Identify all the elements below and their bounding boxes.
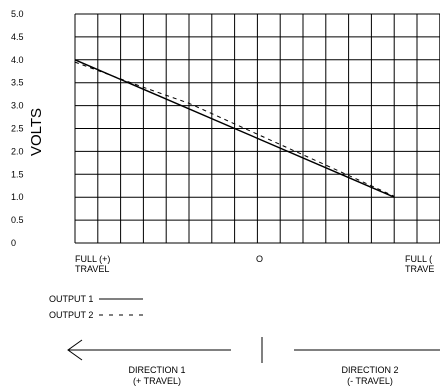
y-tick-label: 0.5 [11, 215, 24, 225]
y-tick-labels: 5.0 4.5 4.0 3.5 3.0 2.5 2.0 1.5 1.0 0.5 0 [11, 9, 24, 248]
chart-series [74, 59, 395, 198]
y-tick-label: 4.5 [11, 32, 24, 42]
x-tick-labels: FULL (+)TRAVEL O FULL (TRAVE [75, 254, 434, 274]
direction-1-label: DIRECTION 1 [128, 365, 185, 375]
arrow-left-icon [67, 339, 83, 361]
y-tick-label: 2.0 [11, 146, 24, 156]
y-tick-label: 2.5 [11, 124, 24, 134]
y-tick-label: 1.5 [11, 169, 24, 179]
direction-1-sublabel: (+ TRAVEL) [133, 376, 181, 386]
x-tick-label: FULL (+) [75, 254, 110, 264]
direction-2-sublabel: (- TRAVEL) [347, 376, 393, 386]
x-tick-label: O [256, 254, 263, 264]
x-tick-label: TRAVE [405, 264, 434, 274]
chart-grid [74, 13, 440, 244]
y-tick-label: 4.0 [11, 55, 24, 65]
y-tick-label: 3.0 [11, 101, 24, 111]
y-axis-label: VOLTS [28, 108, 45, 156]
series-line-1 [74, 59, 395, 198]
direction-2-label: DIRECTION 2 [341, 365, 398, 375]
y-tick-label: 1.0 [11, 192, 24, 202]
y-tick-label: 0 [11, 238, 16, 248]
legend-label-output-2: OUTPUT 2 [49, 310, 93, 320]
y-tick-label: 3.5 [11, 78, 24, 88]
series-line-2 [74, 61, 395, 197]
x-tick-label: FULL ( [405, 254, 432, 264]
legend-label-output-1: OUTPUT 1 [49, 294, 93, 304]
direction-indicators: DIRECTION 1 (+ TRAVEL) DIRECTION 2 (- TR… [67, 337, 440, 386]
legend: OUTPUT 1 OUTPUT 2 [49, 294, 143, 320]
y-tick-label: 5.0 [11, 9, 24, 19]
x-tick-label: TRAVEL [75, 264, 109, 274]
